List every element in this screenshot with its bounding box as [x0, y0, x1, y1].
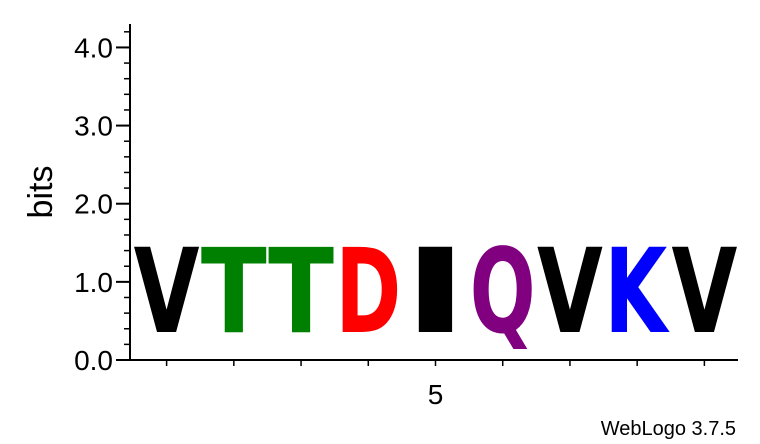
y-tick-label: 2.0 — [74, 189, 113, 220]
glyph-8: K — [604, 224, 670, 360]
glyph-letter-5: I — [403, 224, 469, 360]
glyph-letter-4: D — [335, 223, 401, 360]
y-tick-label: 0.0 — [74, 345, 113, 376]
glyph-letter-8: K — [604, 224, 670, 360]
glyph-letter-7: V — [537, 224, 603, 360]
y-tick-label: 1.0 — [74, 267, 113, 298]
credit-label: WebLogo 3.7.5 — [601, 418, 736, 440]
glyph-7: V — [537, 224, 603, 360]
glyph-6: Q — [470, 225, 536, 361]
glyph-letter-1: V — [134, 224, 200, 360]
y-tick-label: 3.0 — [74, 111, 113, 142]
glyph-letter-6: Q — [470, 225, 536, 361]
glyph-2: T — [201, 224, 267, 360]
glyph-3: T — [268, 224, 334, 360]
glyph-letter-3: T — [268, 224, 334, 360]
glyph-4: D — [335, 223, 401, 360]
glyph-9: V — [671, 224, 737, 360]
y-axis-label: bits — [22, 166, 60, 219]
axis-layer: 0.0 1.0 2.0 3.0 4.0 5 — [74, 24, 738, 410]
x-tick-label: 5 — [428, 379, 444, 410]
glyph-letter-9: V — [671, 224, 737, 360]
y-tick-label: 4.0 — [74, 32, 113, 63]
glyph-1: V — [134, 224, 200, 360]
glyph-5: I — [403, 224, 469, 360]
glyph-letter-2: T — [201, 224, 267, 360]
